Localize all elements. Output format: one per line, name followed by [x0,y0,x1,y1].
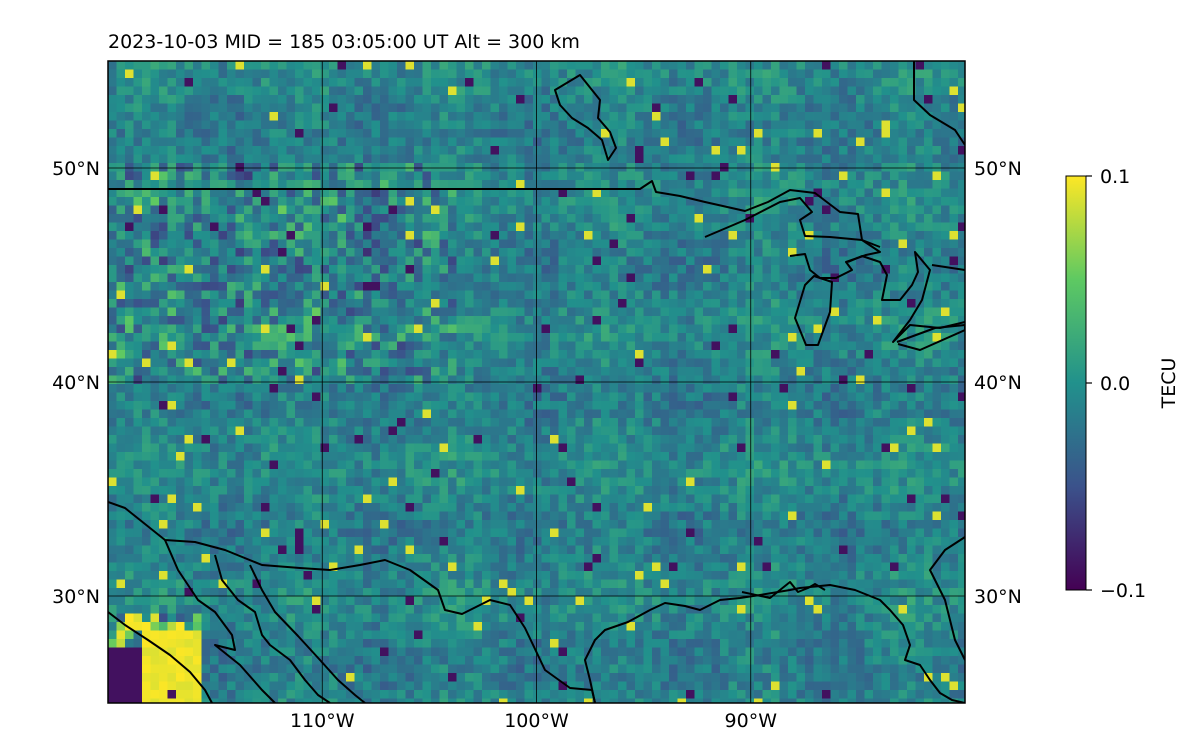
lat-tick-label-right: 50°N [974,158,1022,180]
lon-tick-label: 110°W [290,710,355,732]
mexico-pacific-coast [249,564,366,703]
map-area [108,61,965,703]
lake-erie [896,324,965,351]
lon-tick-label: 100°W [504,710,569,732]
axis-tick-labels: 110°W 100°W 90°W 50°N 50°N 40°N 40°N 30°N 30°N [52,158,1022,732]
hudson-bay-coast [913,61,965,146]
us-canada-border [108,180,881,248]
colorbar-tick-min: −0.1 [1100,580,1146,602]
florida-coast [929,536,965,661]
lake-michigan [794,275,833,346]
lat-tick-label-left: 30°N [52,586,100,608]
lake-winnipeg [554,74,617,161]
gulf-of-california-east [164,539,276,703]
coastlines [108,61,965,703]
tec-heatmap [108,61,965,703]
us-mexico-border [108,501,596,703]
colorbar-label: TECU [1158,358,1180,410]
colorbar-tick-zero: 0.0 [1100,373,1130,395]
graticule [108,61,965,703]
gulf-coast [584,584,965,703]
lat-tick-label-right: 40°N [974,372,1022,394]
colorbar-gradient [1065,175,1087,591]
lake-huron [847,251,965,343]
map-frame [107,60,966,704]
colorbar-tick-max: 0.1 [1100,166,1130,188]
lat-tick-label-right: 30°N [974,586,1022,608]
baja-west-coast [108,611,213,703]
sonora-coast [214,554,331,703]
mississippi-delta [741,581,826,599]
lat-tick-label-left: 50°N [52,158,100,180]
lon-tick-label: 90°W [725,710,778,732]
colorbar: 0.1 0.0 −0.1 TECU [1065,166,1180,602]
georgian-bay [931,264,965,271]
map-title: 2023-10-03 MID = 185 03:05:00 UT Alt = 3… [108,31,580,53]
lat-tick-label-left: 40°N [52,372,100,394]
